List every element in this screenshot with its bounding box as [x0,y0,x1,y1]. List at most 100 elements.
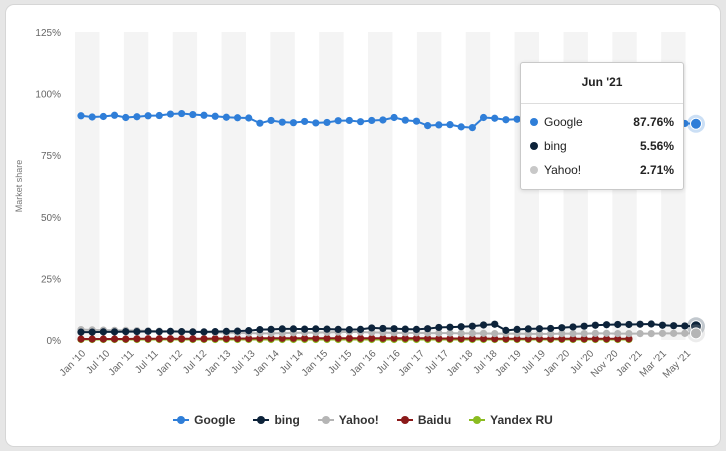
data-point[interactable] [602,335,611,343]
data-point[interactable] [446,329,454,337]
data-point[interactable] [233,327,242,335]
data-point[interactable] [155,111,163,120]
data-point[interactable] [166,335,175,343]
data-point[interactable] [189,335,197,343]
data-point[interactable] [233,114,242,122]
data-point[interactable] [222,334,230,343]
data-point[interactable] [569,335,577,343]
data-point[interactable] [166,110,175,118]
data-point[interactable] [591,321,599,329]
data-point[interactable] [200,111,208,119]
data-point[interactable] [166,327,175,335]
data-point[interactable] [211,334,219,343]
data-point[interactable] [602,329,611,337]
data-point[interactable] [289,325,298,333]
data-point[interactable] [334,117,342,125]
data-point[interactable] [647,320,655,328]
data-point[interactable] [144,327,152,335]
data-point[interactable] [301,117,309,126]
data-point[interactable] [513,335,521,343]
data-point[interactable] [301,325,309,333]
data-point[interactable] [457,329,465,337]
data-point[interactable] [390,113,398,122]
data-point[interactable] [625,335,633,343]
data-point[interactable] [491,114,499,122]
data-point[interactable] [412,117,421,125]
data-point[interactable] [110,335,119,343]
data-point[interactable] [379,116,387,124]
data-point[interactable] [379,324,387,333]
data-point[interactable] [245,327,253,335]
data-point[interactable] [155,328,163,336]
data-point[interactable] [133,328,141,336]
data-point[interactable] [368,324,376,332]
data-point[interactable] [547,335,555,343]
data-point[interactable] [178,328,186,336]
data-point[interactable] [110,111,119,119]
data-point[interactable] [401,325,409,333]
data-point[interactable] [368,116,376,125]
data-point[interactable] [200,328,208,336]
data-point[interactable] [457,334,465,343]
data-point[interactable] [278,118,286,126]
data-point[interactable] [77,335,85,343]
data-point[interactable] [200,335,208,343]
data-point[interactable] [468,322,476,330]
data-point[interactable] [479,113,488,122]
data-point[interactable] [446,121,454,129]
data-point[interactable] [312,325,320,333]
data-point[interactable] [535,330,544,338]
data-point[interactable] [602,321,611,329]
data-point[interactable] [457,323,465,331]
hover-point[interactable] [690,327,702,340]
data-point[interactable] [502,116,510,124]
data-point[interactable] [379,334,387,342]
data-point[interactable] [289,334,298,342]
data-point[interactable] [110,328,119,336]
data-point[interactable] [356,118,365,126]
data-point[interactable] [390,334,398,342]
data-point[interactable] [446,334,454,343]
data-point[interactable] [491,329,499,338]
data-point[interactable] [479,329,488,337]
data-point[interactable] [658,321,667,329]
data-point[interactable] [256,334,264,342]
data-point[interactable] [424,334,432,342]
data-point[interactable] [99,328,107,336]
data-point[interactable] [233,334,242,343]
data-point[interactable] [424,122,432,130]
data-point[interactable] [189,110,197,119]
data-point[interactable] [301,334,309,342]
data-point[interactable] [267,116,275,125]
data-point[interactable] [278,334,286,342]
data-point[interactable] [681,322,689,330]
data-point[interactable] [278,325,286,333]
legend-item-yandex[interactable]: Yandex RU [469,413,553,427]
data-point[interactable] [77,112,85,120]
data-point[interactable] [412,325,421,334]
data-point[interactable] [580,335,588,343]
data-point[interactable] [401,334,409,342]
data-point[interactable] [412,334,421,342]
hover-point[interactable] [690,117,702,130]
data-point[interactable] [435,329,443,337]
data-point[interactable] [178,109,186,118]
data-point[interactable] [502,326,510,334]
data-point[interactable] [356,334,365,342]
data-point[interactable] [614,335,622,343]
data-point[interactable] [547,324,555,333]
data-point[interactable] [211,112,219,120]
data-point[interactable] [189,328,197,336]
data-point[interactable] [88,328,96,336]
data-point[interactable] [614,320,622,329]
data-point[interactable] [658,329,667,337]
data-point[interactable] [256,326,264,334]
data-point[interactable] [144,112,152,120]
data-point[interactable] [435,121,443,129]
data-point[interactable] [569,323,577,331]
legend-item-google[interactable]: Google [173,413,235,427]
data-point[interactable] [345,326,353,334]
data-point[interactable] [99,112,107,121]
data-point[interactable] [457,123,465,131]
data-point[interactable] [122,328,130,336]
